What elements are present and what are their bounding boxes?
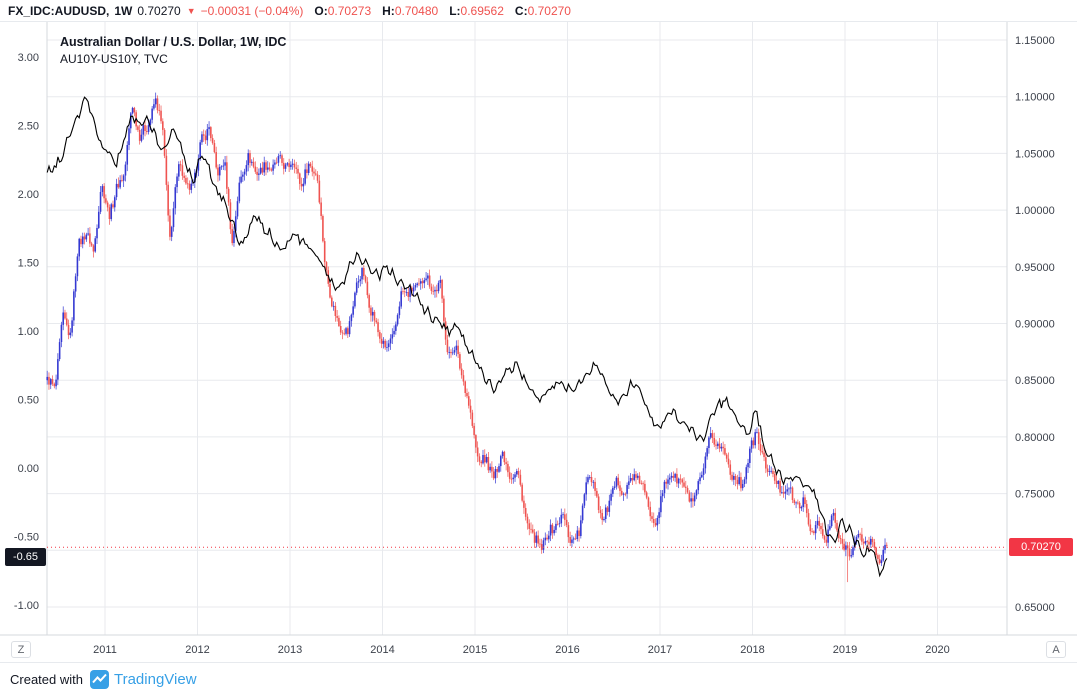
open-value: 0.70273 (327, 3, 372, 18)
svg-text:0.65000: 0.65000 (1015, 602, 1055, 614)
svg-text:2016: 2016 (555, 644, 579, 656)
svg-text:0.85000: 0.85000 (1015, 375, 1055, 387)
svg-text:3.00: 3.00 (18, 52, 39, 64)
svg-text:2014: 2014 (370, 644, 394, 656)
svg-text:0.75000: 0.75000 (1015, 489, 1055, 501)
svg-text:2011: 2011 (93, 644, 117, 656)
low-label: L: (449, 3, 461, 18)
scale-a-button[interactable]: A (1046, 641, 1066, 658)
svg-text:2.00: 2.00 (18, 189, 39, 201)
tradingview-link[interactable]: TradingView (89, 670, 197, 689)
high-value: 0.70480 (394, 3, 439, 18)
svg-text:2012: 2012 (185, 644, 209, 656)
svg-text:1.00: 1.00 (18, 326, 39, 338)
svg-text:1.05000: 1.05000 (1015, 148, 1055, 160)
symbol-info-bar: FX_IDC:AUDUSD, 1W 0.70270 ▼ −0.00031 (−0… (0, 0, 1077, 22)
audusd-down-candles (48, 95, 888, 583)
open-label: O: (314, 3, 328, 18)
svg-text:2013: 2013 (278, 644, 302, 656)
audusd-up-candles (46, 92, 886, 567)
left-axis-ticks[interactable]: 3.00 2.50 2.00 1.50 1.00 0.50 0.00 -0.50 -1.00 (14, 52, 39, 612)
legend-overlay-series[interactable]: AU10Y-US10Y, TVC (60, 52, 168, 66)
axis-borders (0, 22, 1077, 636)
low-pair: L:0.69562 (449, 4, 504, 18)
high-pair: H:0.70480 (382, 4, 438, 18)
svg-text:0.80000: 0.80000 (1015, 432, 1055, 444)
right-scale-last-value: 0.70270 (1009, 538, 1073, 556)
low-value: 0.69562 (460, 3, 504, 18)
last-price: 0.70270 (137, 3, 181, 18)
svg-text:0.50: 0.50 (18, 395, 39, 407)
svg-text:1.00000: 1.00000 (1015, 205, 1055, 217)
svg-text:2020: 2020 (925, 644, 949, 656)
footer: Created with TradingView (0, 662, 1077, 696)
footer-credit-text: Created with (10, 672, 83, 687)
svg-text:2017: 2017 (648, 644, 672, 656)
svg-text:2.50: 2.50 (18, 121, 39, 133)
price-down-icon: ▼ (186, 5, 196, 16)
svg-text:-1.00: -1.00 (14, 600, 39, 612)
svg-text:0.90000: 0.90000 (1015, 319, 1055, 331)
left-scale-last-value: -0.65 (5, 548, 46, 566)
high-label: H: (382, 3, 395, 18)
close-pair: C:0.70270 (515, 4, 571, 18)
price-change: −0.00031 (−0.04%) (200, 3, 304, 18)
svg-text:1.10000: 1.10000 (1015, 92, 1055, 104)
svg-text:1.50: 1.50 (18, 258, 39, 270)
close-label: C: (514, 3, 528, 18)
scale-z-button[interactable]: Z (11, 641, 31, 658)
price-grid (47, 22, 1007, 635)
svg-text:-0.50: -0.50 (14, 532, 39, 544)
svg-text:2019: 2019 (833, 644, 857, 656)
open-pair: O:0.70273 (314, 4, 371, 18)
yield-spread-line (46, 96, 888, 578)
interval-label[interactable]: 1W (114, 3, 133, 18)
chart-canvas[interactable]: 3.00 2.50 2.00 1.50 1.00 0.50 0.00 -0.50 -1.00 1.… (0, 22, 1077, 662)
close-value: 0.70270 (527, 3, 571, 18)
right-axis-ticks[interactable]: 1.15000 1.10000 1.05000 1.00000 0.95000 0.900… (1015, 35, 1055, 614)
svg-text:0.95000: 0.95000 (1015, 262, 1055, 274)
symbol-name[interactable]: FX_IDC:AUDUSD, (8, 3, 110, 18)
time-axis-ticks[interactable]: 2011 2012 2013 2014 2015 2016 2017 2018 2019 2020 (93, 644, 950, 656)
svg-text:2018: 2018 (740, 644, 764, 656)
legend-main-series[interactable]: Australian Dollar / U.S. Dollar, 1W, IDC (60, 35, 287, 49)
tradingview-logo-text: TradingView (113, 671, 197, 688)
svg-text:2015: 2015 (463, 644, 487, 656)
tradingview-logo-icon (89, 670, 109, 689)
chart-legend: Australian Dollar / U.S. Dollar, 1W, IDC… (60, 34, 286, 68)
svg-text:0.00: 0.00 (18, 463, 39, 475)
svg-text:1.15000: 1.15000 (1015, 35, 1055, 47)
chart-region: 3.00 2.50 2.00 1.50 1.00 0.50 0.00 -0.50 -1.00 1.… (0, 22, 1077, 662)
